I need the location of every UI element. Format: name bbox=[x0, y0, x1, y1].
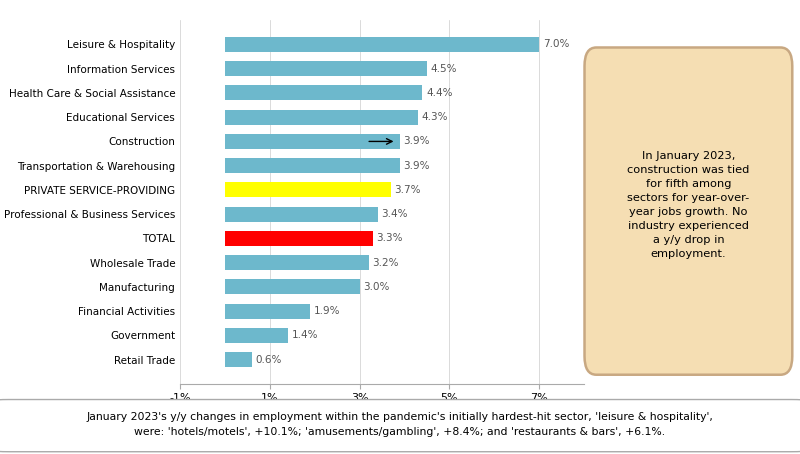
Bar bbox=[225, 85, 422, 100]
Bar bbox=[225, 279, 359, 294]
Text: 3.4%: 3.4% bbox=[381, 209, 408, 219]
Bar bbox=[225, 134, 400, 149]
Text: January 2023's y/y changes in employment within the pandemic's initially hardest: January 2023's y/y changes in employment… bbox=[86, 412, 714, 437]
Text: 3.2%: 3.2% bbox=[372, 257, 398, 268]
Bar bbox=[225, 207, 378, 222]
Bar bbox=[225, 255, 369, 270]
Bar bbox=[225, 158, 400, 173]
Text: 4.5%: 4.5% bbox=[430, 64, 457, 74]
Bar bbox=[225, 328, 288, 343]
Bar bbox=[225, 231, 373, 246]
Text: 1.9%: 1.9% bbox=[314, 306, 340, 316]
Bar bbox=[225, 183, 391, 197]
Text: 4.4%: 4.4% bbox=[426, 88, 453, 98]
FancyBboxPatch shape bbox=[0, 400, 800, 452]
Bar bbox=[225, 352, 252, 367]
Bar bbox=[225, 110, 418, 125]
Text: 3.3%: 3.3% bbox=[377, 233, 403, 243]
Bar bbox=[225, 61, 427, 76]
Bar bbox=[225, 304, 310, 319]
Text: 1.4%: 1.4% bbox=[291, 331, 318, 340]
Bar bbox=[225, 37, 539, 52]
Text: 3.0%: 3.0% bbox=[363, 282, 390, 292]
Text: 4.3%: 4.3% bbox=[422, 112, 448, 122]
Text: In January 2023,
construction was tied
for fifth among
sectors for year-over-
ye: In January 2023, construction was tied f… bbox=[627, 151, 750, 259]
Text: 3.7%: 3.7% bbox=[394, 185, 421, 195]
Text: 0.6%: 0.6% bbox=[255, 355, 282, 365]
Text: 3.9%: 3.9% bbox=[403, 161, 430, 171]
FancyBboxPatch shape bbox=[585, 48, 792, 375]
Text: 7.0%: 7.0% bbox=[542, 39, 569, 49]
X-axis label: Y/Y % Change in Number of Jobs: Y/Y % Change in Number of Jobs bbox=[286, 410, 478, 423]
Text: 3.9%: 3.9% bbox=[403, 136, 430, 147]
